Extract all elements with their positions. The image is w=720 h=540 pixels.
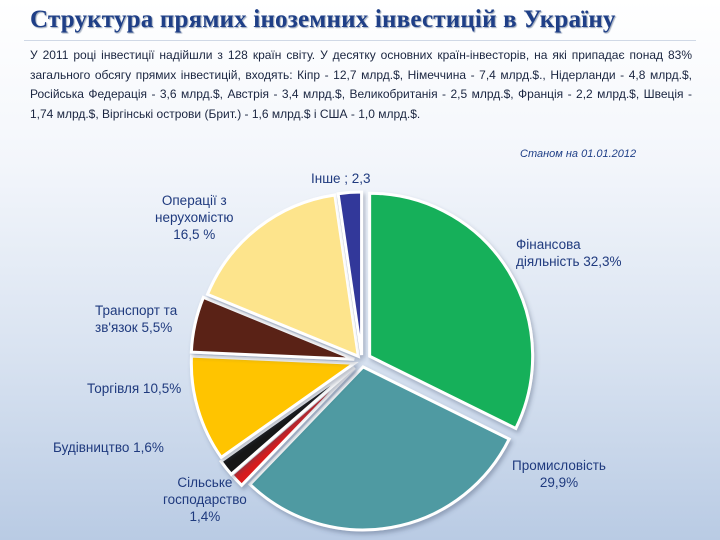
- slice-label-agriculture: Сільське господарство 1,4%: [163, 474, 247, 525]
- slice-label-other: Інше ; 2,3: [311, 170, 371, 187]
- slide-title: Структура прямих іноземних інвестицій в …: [30, 6, 616, 33]
- slice-label-line: Торгівля 10,5%: [87, 381, 182, 396]
- slice-label-line: господарство: [163, 492, 247, 507]
- slice-label-line: Промисловість: [512, 458, 606, 473]
- pie-slice-construction: [218, 365, 356, 477]
- slice-label-line: Сільське: [177, 475, 233, 490]
- pie-slice-real-estate: [205, 193, 361, 359]
- date-note: Станом на 01.01.2012: [520, 148, 637, 160]
- slice-label-industry: Промисловість 29,9%: [512, 457, 606, 491]
- pie-slice-trade: [189, 354, 359, 460]
- pie-slice-other: [336, 190, 364, 356]
- slice-label-line: Будівництво 1,6%: [53, 440, 164, 455]
- slice-label-line: Транспорт та: [95, 303, 178, 318]
- slice-label-trade: Торгівля 10,5%: [87, 380, 181, 397]
- slice-label-line: діяльність 32,3%: [516, 254, 622, 269]
- intro-paragraph: У 2011 році інвестиції надійшли з 128 кр…: [30, 48, 692, 121]
- slice-label-line: 1,4%: [189, 509, 221, 524]
- slice-label-line: зв'язок 5,5%: [95, 320, 173, 335]
- slice-label-line: Фінансова: [516, 237, 581, 252]
- title-divider: [24, 40, 696, 41]
- slice-label-line: Операції з: [161, 193, 227, 208]
- pie-slice-industry: [247, 365, 512, 532]
- slice-label-real-estate: Операції з нерухомістю 16,5 %: [155, 192, 234, 243]
- slice-label-line: 16,5 %: [173, 227, 216, 242]
- slice-label-finance: Фінансова діяльність 32,3%: [516, 236, 622, 270]
- pie-slice-transport: [189, 295, 355, 361]
- slice-label-line: 29,9%: [539, 475, 579, 490]
- slice-label-line: нерухомістю: [155, 210, 234, 225]
- slice-label-transport: Транспорт та зв'язок 5,5%: [95, 302, 177, 336]
- pie-slice-finance: [368, 191, 535, 431]
- slice-label-construction: Будівництво 1,6%: [53, 439, 164, 456]
- slice-label-line: Інше ; 2,3: [311, 171, 371, 186]
